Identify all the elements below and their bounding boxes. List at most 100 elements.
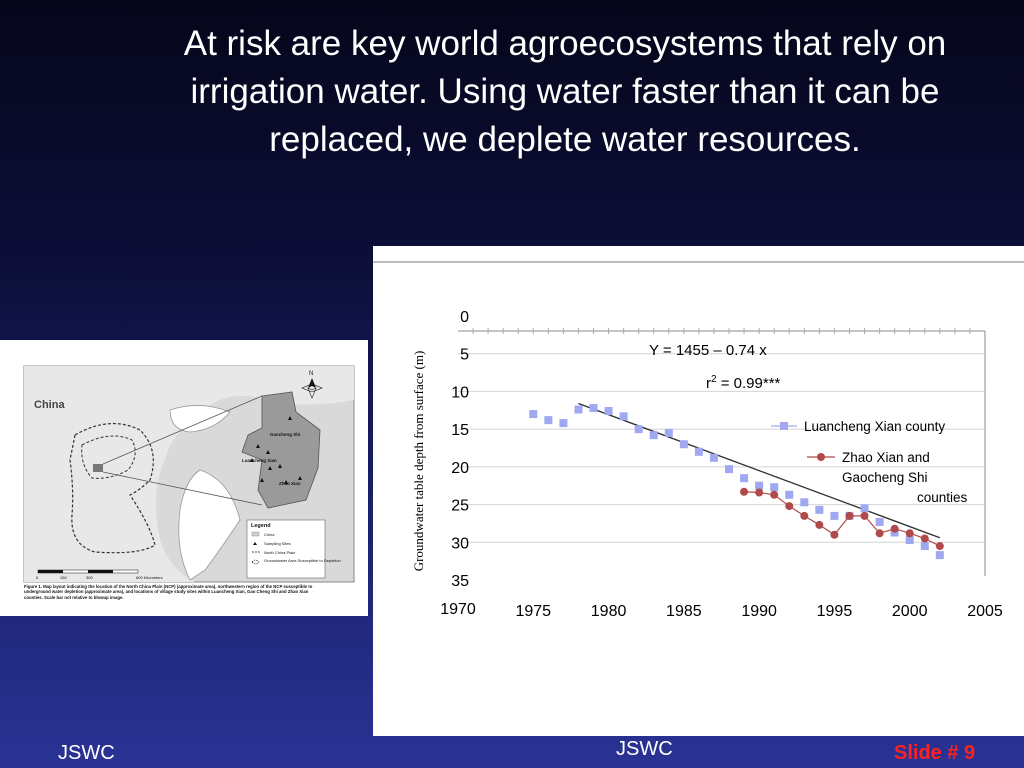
north-label: N — [309, 371, 313, 377]
map-figure: China Gaocheng Shi Luancheng Xian Zhao X… — [0, 340, 368, 616]
map-legend-item-ncp: North China Plain — [264, 550, 295, 555]
luancheng-point — [755, 481, 764, 490]
luancheng-point — [604, 407, 613, 416]
luancheng-point — [920, 542, 929, 551]
x-tick-label: 1990 — [741, 603, 777, 620]
y-tick-label: 30 — [451, 535, 469, 552]
chart-svg: 1970 1975 1980 1985 1990 1995 2000 2005 0 5 10 15 2… — [373, 261, 1024, 620]
luancheng-point — [664, 428, 673, 437]
zhao-gaocheng-point — [770, 490, 779, 499]
map-scale-0: 0 — [36, 575, 39, 580]
luancheng-point — [935, 551, 944, 560]
luancheng-point — [574, 405, 583, 414]
slide-title: At risk are key world agroecosystems tha… — [183, 24, 947, 159]
map-scale-600: 600 Kilometers — [136, 575, 163, 580]
y-tick-label: 10 — [451, 384, 469, 401]
north-arrow-icon: N — [301, 371, 323, 399]
map-scale-300: 300 — [86, 575, 93, 580]
map-legend-item-gw: Groundwater Area Susceptible to Depletio… — [264, 558, 341, 563]
y-tick-labels: 0 5 10 15 20 25 30 35 — [451, 309, 469, 590]
luancheng-point — [905, 536, 914, 545]
luancheng-point — [649, 431, 658, 440]
y-axis-label: Groundwater table depth from surface (m) — [411, 351, 426, 572]
luancheng-point — [589, 404, 598, 413]
x-tick-label: 1970 — [440, 601, 476, 618]
ncp-outline — [69, 422, 156, 554]
map-legend-item-china: China — [264, 532, 275, 537]
zhao-gaocheng-point — [935, 542, 944, 551]
r-squared-suffix: = 0.99*** — [717, 375, 781, 392]
zhao-gaocheng-point — [800, 511, 809, 520]
luancheng-point — [875, 517, 884, 526]
map-legend: Legend China Sampling Sites North China … — [246, 519, 341, 579]
footer-center-label: JSWC — [616, 738, 673, 760]
luancheng-point — [634, 425, 643, 434]
sampling-sites — [250, 416, 302, 484]
slide-number: Slide # 9 — [894, 742, 976, 764]
luancheng-point — [725, 465, 734, 474]
y-tick-label: 0 — [460, 309, 469, 326]
zhao-gaocheng-point — [740, 487, 749, 496]
luancheng-point — [619, 412, 628, 421]
luancheng-point — [770, 483, 779, 492]
luancheng-point — [544, 416, 553, 425]
zhao-gaocheng-point — [785, 502, 794, 511]
map-legend-item-sites: Sampling Sites — [264, 541, 291, 546]
map-svg: China Gaocheng Shi Luancheng Xian Zhao X… — [23, 365, 355, 600]
x-tick-label: 1980 — [591, 603, 627, 620]
map-caption: Figure 1. Map layout indicating the loca… — [24, 584, 313, 600]
zhao-gaocheng-point — [890, 524, 899, 533]
y-tick-label: 35 — [451, 573, 469, 590]
x-tick-label: 1975 — [515, 603, 551, 620]
luancheng-point — [529, 410, 538, 419]
legend-marker-zhao-gaocheng — [817, 453, 825, 461]
x-tick-label: 2005 — [967, 603, 1003, 620]
x-tick-label: 1985 — [666, 603, 702, 620]
luancheng-point — [785, 490, 794, 499]
luancheng-point — [800, 498, 809, 507]
luancheng-point — [709, 453, 718, 462]
y-tick-label: 25 — [451, 498, 469, 515]
series-zhao-gaocheng — [740, 487, 944, 551]
luancheng-point — [559, 419, 568, 428]
x-tick-label: 2000 — [892, 603, 928, 620]
zhao-gaocheng-point — [905, 529, 914, 538]
luancheng-point — [830, 511, 839, 520]
county-label-gaocheng: Gaocheng Shi — [270, 432, 300, 437]
r-squared-sup: 2 — [711, 374, 717, 385]
groundwater-chart: 1970 1975 1980 1985 1990 1995 2000 2005 0 5 10 15 2… — [373, 246, 1024, 736]
legend-label-luancheng: Luancheng Xian county — [804, 419, 945, 434]
zhao-gaocheng-point — [830, 530, 839, 539]
y-tick-label: 20 — [451, 460, 469, 477]
regression-equation: Y = 1455 – 0.74 x — [649, 342, 767, 359]
zhao-gaocheng-point — [815, 520, 824, 529]
zhao-gaocheng-point — [845, 511, 854, 520]
luancheng-point — [679, 440, 688, 449]
zhao-gaocheng-point — [920, 534, 929, 543]
legend-label-zhao-3: counties — [917, 490, 968, 505]
map-scale-bar: 0 150 300 600 Kilometers — [36, 569, 163, 580]
map-country-label: China — [34, 399, 65, 411]
luancheng-point — [694, 447, 703, 456]
study-area-marker — [93, 464, 103, 472]
county-label-luancheng: Luancheng Xian — [242, 458, 277, 463]
county-label-zhaoxian: Zhao Xian — [279, 481, 301, 486]
y-tick-label: 15 — [451, 422, 469, 439]
legend-marker-luancheng — [780, 422, 788, 430]
map-legend-item-gw-text: Groundwater Area Susceptible to Depletio… — [264, 558, 341, 563]
legend-label-zhao-2: Gaocheng Shi — [842, 470, 928, 485]
plot-frame — [458, 330, 986, 576]
x-tick-label: 1995 — [817, 603, 853, 620]
y-tick-label: 5 — [460, 347, 469, 364]
footer-left-label: JSWC — [58, 742, 115, 764]
luancheng-point — [860, 504, 869, 513]
x-tick-labels: 1970 1975 1980 1985 1990 1995 2000 2005 — [440, 601, 1003, 620]
zhao-gaocheng-point — [860, 511, 869, 520]
r-squared: r2 = 0.99*** — [706, 374, 781, 392]
map-scale-150: 150 — [60, 575, 67, 580]
grid-lines — [458, 328, 985, 543]
chart-legend: Luancheng Xian county Zhao Xian and Gaoc… — [771, 419, 968, 505]
legend-label-zhao-1: Zhao Xian and — [842, 450, 930, 465]
r-squared-prefix: r — [706, 375, 711, 392]
zhao-gaocheng-point — [875, 529, 884, 538]
